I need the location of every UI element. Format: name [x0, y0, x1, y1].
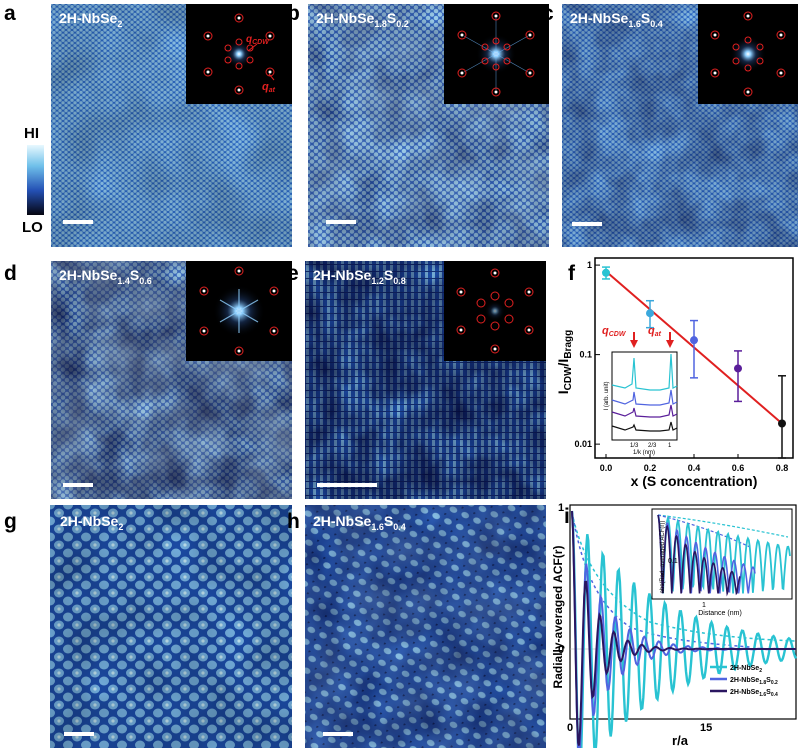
- image-title-b: 2H-NbSe1.8S0.2: [316, 10, 409, 29]
- f-xtick-label: 0.6: [732, 463, 745, 473]
- fft-inset-c: [698, 4, 798, 104]
- f-xtick-label: 0.8: [776, 463, 789, 473]
- f-point-2: [690, 336, 698, 345]
- image-title-e: 2H-NbSe1.2S0.8: [313, 267, 406, 286]
- inset-f-ylabel: I (arb. unit): [604, 381, 610, 410]
- chart-i-legend: 2H-NbSe2 2H-NbSe1.8S0.2 2H-NbSe1.6S0.4: [710, 665, 778, 698]
- image-title-g: 2H-NbSe2: [60, 513, 124, 532]
- colorbar-lo-label: LO: [22, 219, 43, 236]
- legend-item-0: 2H-NbSe2: [730, 665, 762, 674]
- scale-bar-g: [64, 732, 94, 736]
- inset-i-ytick: 0.1: [668, 558, 678, 565]
- q-at-label-a: qat: [262, 81, 276, 94]
- colorbar: [27, 145, 44, 215]
- scale-bar-c: [572, 222, 602, 226]
- chart-f-ylabel: ICDW/IBragg: [555, 330, 574, 394]
- chart-i-ytick-0: 0: [558, 644, 564, 656]
- inset-f-xlabel: 1/k (nm): [633, 450, 655, 456]
- panel-label-i: i: [564, 505, 570, 528]
- scale-bar-b: [326, 220, 356, 224]
- f-point-4: [778, 419, 786, 428]
- chart-i-ytick-1: 1: [558, 502, 564, 514]
- chart-i-ylabel: Radially-averaged ACF(r): [551, 546, 565, 689]
- inset-i-xlabel: Distance (nm): [698, 610, 742, 617]
- fft-pattern-e: [444, 261, 546, 361]
- inset-f-xtick-2: 2/3: [648, 443, 657, 449]
- inset-f-qat: qat: [648, 325, 662, 338]
- q-cdw-label-a: qCDW: [246, 34, 270, 46]
- inset-f-xtick-3: 1: [668, 443, 672, 449]
- panel-label-h: h: [287, 510, 300, 533]
- f-ytick-label: 0.1: [579, 350, 592, 360]
- panel-label-a: a: [4, 2, 16, 25]
- fft-pattern-b: [444, 4, 549, 104]
- f-ytick-label: 1: [587, 260, 592, 270]
- stm-image-c: 2H-NbSe1.6S0.4: [562, 4, 798, 247]
- fft-inset-e: [444, 261, 546, 361]
- inset-i-ylabel: abs(Rad.-averaged ACF(r)): [660, 521, 666, 594]
- stm-texture-h: [305, 505, 546, 748]
- chart-f: 0.0 0.2 0.4 0.6 0.8 1 0.1 0.01 x (S concentrat…: [555, 257, 794, 489]
- chart-f-xlabel: x (S concentration): [631, 473, 758, 489]
- chart-i-xtick-0: 0: [567, 722, 573, 734]
- chart-f-inset: qCDW qat I (arb. unit) 1/3 2/3 1 1/k (nm…: [602, 325, 678, 456]
- fft-pattern-c: [698, 4, 798, 104]
- fft-inset-d: [186, 261, 292, 361]
- panel-label-e: e: [287, 262, 299, 285]
- stm-texture-c: [562, 4, 798, 247]
- stm-image-g: 2H-NbSe2: [50, 505, 292, 748]
- panel-label-c: c: [542, 2, 554, 25]
- inset-f-qcdw: qCDW: [602, 325, 627, 338]
- f-xtick-label: 0.4: [688, 463, 701, 473]
- scale-bar-d: [63, 483, 93, 487]
- acf-series-2: [571, 510, 796, 746]
- image-title-d: 2H-NbSe1.4S0.6: [59, 267, 152, 286]
- f-point-1: [646, 309, 654, 318]
- f-point-0: [602, 268, 610, 277]
- fft-inset-a: qCDW qat: [186, 4, 292, 104]
- f-xtick-label: 0.0: [600, 463, 613, 473]
- chart-i-frame: [569, 504, 797, 720]
- panel-label-b: b: [287, 2, 300, 25]
- f-point-3: [734, 364, 742, 373]
- panel-label-g: g: [4, 510, 17, 533]
- image-title-a: 2H-NbSe2: [59, 10, 123, 29]
- acf-series-0: [570, 510, 798, 748]
- panel-label-d: d: [4, 262, 17, 285]
- envelope-0: [571, 512, 797, 642]
- scale-bar-a: [63, 220, 93, 224]
- stm-image-e: 2H-NbSe1.2S0.8: [305, 261, 546, 499]
- image-title-h: 2H-NbSe1.6S0.4: [313, 513, 406, 532]
- image-title-c: 2H-NbSe1.6S0.4: [570, 10, 663, 29]
- f-ytick-label: 0.01: [574, 439, 592, 449]
- chart-i: 1 0 0 15 r/a Radially-averaged ACF(r) 2H…: [551, 502, 798, 748]
- colorbar-hi-label: HI: [24, 125, 39, 142]
- panel-label-f: f: [568, 262, 575, 285]
- f-xtick-label: 0.2: [644, 463, 657, 473]
- fft-pattern-a: qCDW qat: [186, 4, 292, 104]
- scale-bar-h: [323, 732, 353, 736]
- chart-i-xlabel: r/a: [672, 733, 689, 748]
- fft-inset-b: [444, 4, 549, 104]
- stm-image-h: 2H-NbSe1.6S0.4: [305, 505, 546, 748]
- stm-image-a: 2H-NbSe2 qCDW qat: [51, 4, 292, 247]
- legend-item-1: 2H-NbSe1.8S0.2: [730, 677, 778, 686]
- inset-f-xtick-1: 1/3: [630, 443, 639, 449]
- scale-bar-e: [317, 483, 377, 487]
- chart-i-inset: abs(Rad.-averaged ACF(r)) 0.1 1 Distance…: [651, 508, 793, 617]
- chart-i-xtick-15: 15: [700, 722, 712, 734]
- stm-texture-g: [50, 505, 292, 748]
- fft-pattern-d: [186, 261, 292, 361]
- stm-image-d: 2H-NbSe1.4S0.6: [51, 261, 292, 499]
- stm-image-b: 2H-NbSe1.8S0.2: [308, 4, 549, 247]
- inset-i-xtick: 1: [702, 602, 706, 609]
- stm-texture-d: [51, 261, 292, 499]
- legend-item-2: 2H-NbSe1.6S0.4: [730, 689, 778, 698]
